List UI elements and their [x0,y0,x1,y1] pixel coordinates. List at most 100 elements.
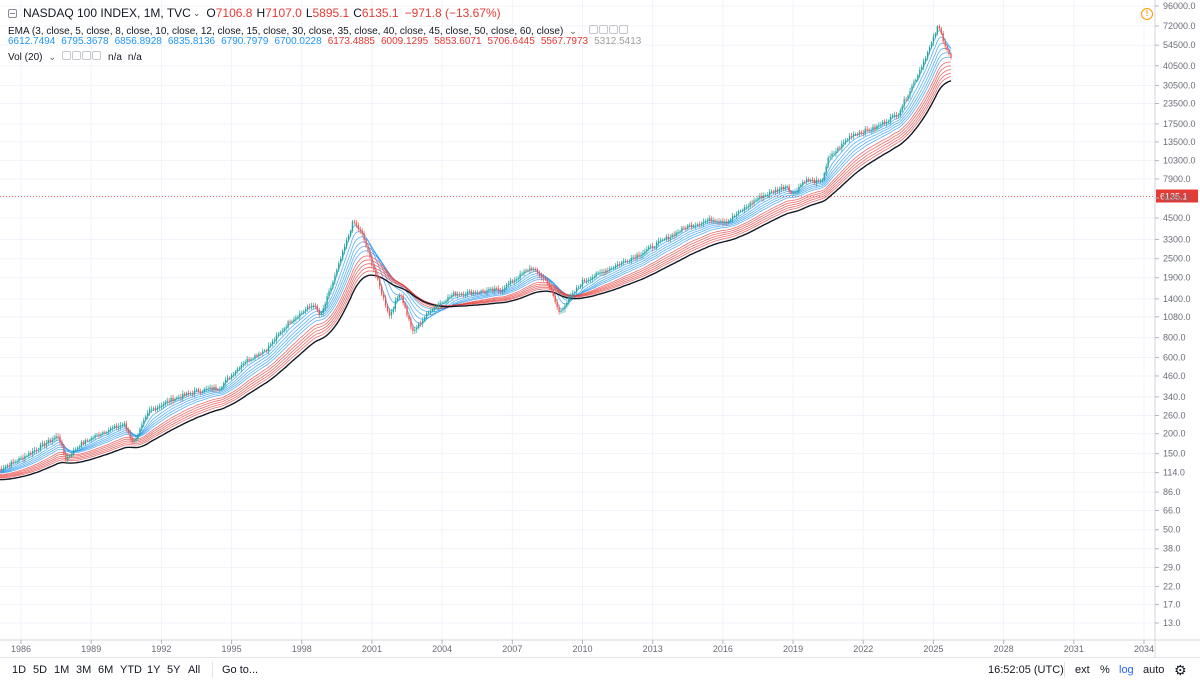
candle-body [592,277,593,279]
y-tick-label: 30500.0 [1163,80,1196,90]
candle-body [650,246,651,247]
candle-body [46,443,47,446]
candle-body [746,207,747,208]
range-5y[interactable]: 5Y [167,664,180,676]
close-icon[interactable] [619,25,628,34]
y-tick-label: 40500.0 [1163,61,1196,71]
range-5d[interactable]: 5D [33,664,47,676]
candle-body [820,181,821,182]
add-icon[interactable] [82,51,91,60]
log-toggle[interactable]: log [1119,664,1134,676]
candle-body [311,306,312,307]
candle-body [155,408,156,409]
candle-body [796,191,797,192]
range-3m[interactable]: 3M [76,664,91,676]
candle-body [381,286,382,294]
candle-body [135,439,136,440]
warning-icon[interactable]: ! [1141,8,1153,20]
range-ytd[interactable]: YTD [120,664,142,676]
candle-body [336,270,337,276]
candle-body [264,350,265,351]
candle-body [556,302,557,307]
auto-toggle[interactable]: auto [1143,664,1164,676]
volume-buttons[interactable] [62,51,102,63]
candle-body [543,277,544,278]
eye-icon[interactable] [62,51,71,60]
chevron-down-icon[interactable]: ⌄ [48,52,56,63]
chevron-down-icon[interactable]: ⌄ [193,8,201,19]
candle-body [52,440,53,442]
candle-body [48,440,49,443]
symbol-title[interactable]: NASDAQ 100 INDEX, 1M, TVC [23,6,191,20]
candle-body [63,445,64,454]
candle-body [631,258,632,261]
ema-line-5 [0,53,951,473]
candle-body [738,211,739,214]
candle-body [923,61,924,67]
go-to-button[interactable]: Go to... [222,664,258,676]
candle-body [634,257,635,258]
y-tick-label: 4500.0 [1163,213,1191,223]
y-tick-label: 7900.0 [1163,174,1191,184]
candle-body [243,363,244,365]
chevron-down-icon[interactable]: ⌄ [569,26,577,37]
y-axis[interactable]: 96000.072000.054500.040500.030500.023500… [1155,0,1196,657]
source-icon[interactable] [609,25,618,34]
range-1y[interactable]: 1Y [147,664,160,676]
candle-body [944,41,945,46]
candle-body [502,289,503,291]
settings-icon[interactable] [599,25,608,34]
range-all[interactable]: All [188,664,200,676]
candle-body [549,283,550,287]
range-1m[interactable]: 1M [54,664,69,676]
settings-icon[interactable] [72,51,81,60]
range-1d[interactable]: 1D [12,664,26,676]
candle-body [266,350,267,351]
candle-body [646,249,647,251]
y-tick-label: 86.0 [1163,487,1181,497]
candle-body [482,290,483,291]
range-6m[interactable]: 6M [98,664,113,676]
ema-label[interactable]: EMA (3, close, 5, close, 8, close, 10, c… [8,26,563,37]
clock-time[interactable]: 16:52:05 (UTC) [988,664,1064,676]
x-tick-label: 2010 [572,644,592,654]
candle-body [730,220,731,221]
candle-body [755,200,756,201]
candle-body [439,303,440,305]
ext-toggle[interactable]: ext [1075,664,1090,676]
candle-body [225,380,226,383]
eye-icon[interactable] [589,25,598,34]
ema-line-10 [0,73,951,477]
x-tick-label: 2025 [923,644,943,654]
candle-body [200,392,201,393]
candle-body [362,231,363,234]
candle-body [53,438,54,440]
candle-body [595,273,596,277]
ema-value-2: 6795.3678 [61,36,108,47]
candle-body [654,247,655,248]
candle-body [447,297,448,301]
candle-body [888,121,889,122]
candle-body [599,272,600,273]
candle-body [28,453,29,456]
candle-body [248,359,249,361]
gear-icon[interactable]: ⚙ [1174,662,1187,679]
volume-label[interactable]: Vol (20) [8,52,42,63]
candle-body [574,292,575,293]
candle-body [551,287,552,290]
candle-body [788,186,789,191]
candle-body [170,398,171,402]
candle-body [537,270,538,273]
candle-body [24,456,25,459]
ohlc-key-o: O [206,6,215,20]
close-icon[interactable] [92,51,101,60]
candle-body [414,330,415,331]
percent-toggle[interactable]: % [1100,664,1110,676]
candle-body [241,365,242,368]
collapse-icon[interactable] [8,9,17,18]
candle-body [642,253,643,255]
candle-body [153,408,154,409]
